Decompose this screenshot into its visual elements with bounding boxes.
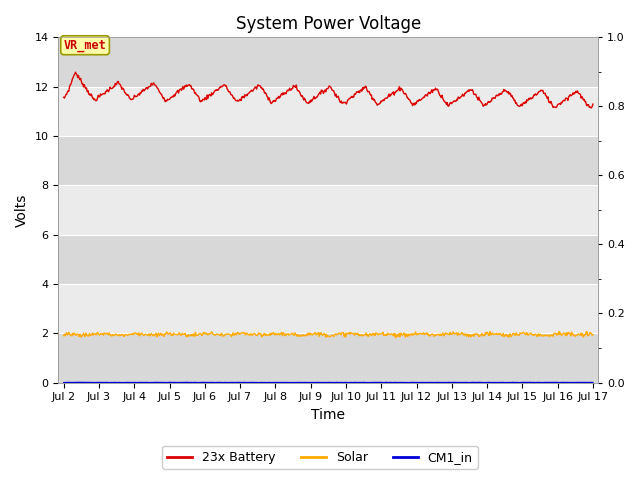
Bar [58, 37, 598, 87]
Bar [58, 284, 598, 333]
Text: VR_met: VR_met [64, 39, 106, 52]
CM1_in [166, 379, 173, 385]
Title: System Power Voltage: System Power Voltage [236, 15, 421, 33]
Bar [58, 136, 598, 185]
Line: 23x Battery: 23x Battery [64, 72, 593, 108]
CM1_in [206, 380, 214, 385]
Bar [58, 235, 598, 284]
Solar [589, 332, 596, 337]
CM1_in [515, 380, 523, 385]
Y-axis label: Volts: Volts [15, 193, 29, 227]
Bar [58, 333, 598, 383]
Solar [205, 331, 213, 336]
CM1_in [60, 380, 68, 385]
Solar [124, 333, 132, 338]
Solar [556, 329, 563, 335]
CM1_in [409, 380, 417, 385]
CM1_in [124, 380, 132, 385]
23x Battery [60, 95, 68, 100]
23x Battery [206, 92, 214, 97]
X-axis label: Time: Time [311, 408, 346, 422]
23x Battery [125, 93, 132, 98]
23x Battery [589, 101, 596, 107]
Line: CM1_in: CM1_in [64, 382, 593, 383]
23x Battery [409, 103, 417, 108]
Solar [409, 332, 417, 338]
CM1_in [179, 380, 186, 385]
23x Battery [588, 105, 595, 111]
23x Battery [179, 85, 186, 91]
CM1_in [394, 380, 401, 385]
Solar [60, 333, 68, 338]
23x Battery [69, 74, 77, 80]
Bar [58, 185, 598, 235]
CM1_in [69, 380, 77, 385]
23x Battery [72, 69, 79, 75]
CM1_in [589, 380, 596, 385]
Solar [392, 335, 399, 341]
Solar [394, 333, 401, 339]
23x Battery [394, 88, 401, 94]
Bar [58, 87, 598, 136]
Solar [178, 332, 186, 338]
Solar [69, 332, 77, 338]
Legend: 23x Battery, Solar, CM1_in: 23x Battery, Solar, CM1_in [163, 446, 477, 469]
Line: Solar: Solar [64, 332, 593, 338]
